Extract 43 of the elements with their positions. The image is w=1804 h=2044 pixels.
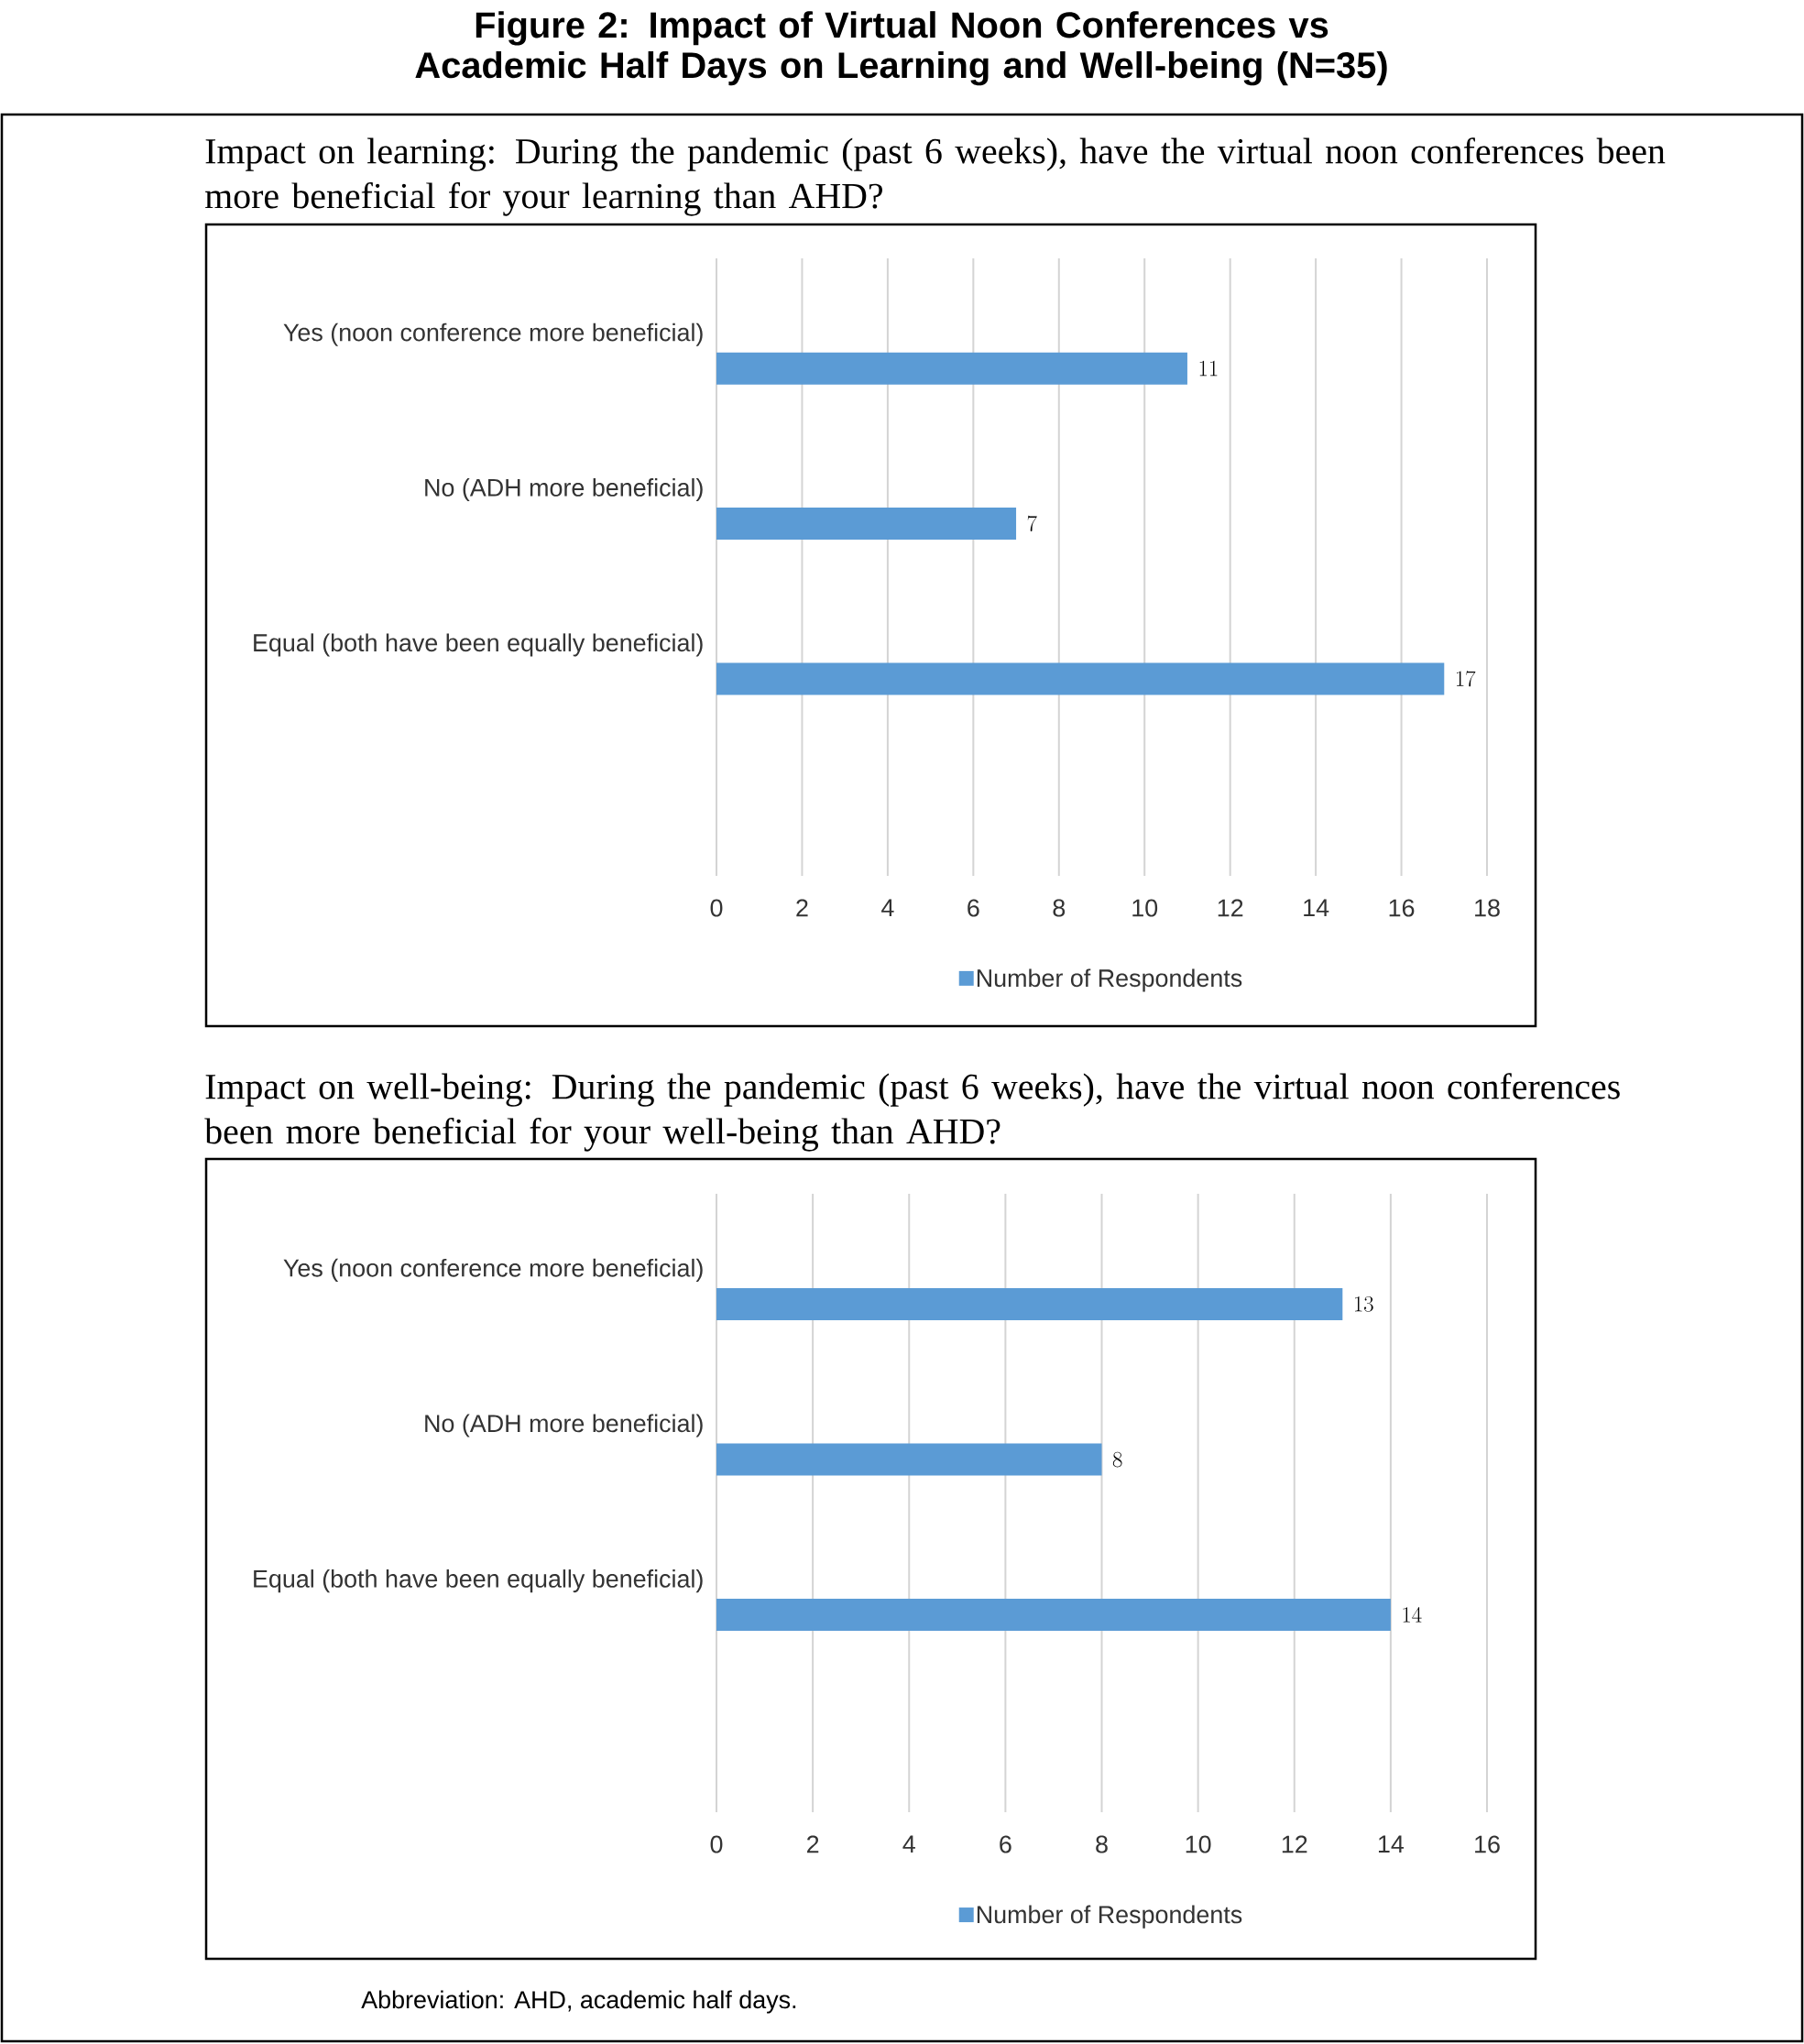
legend-label: Number of Respondents bbox=[977, 968, 1242, 992]
data-label: 8 bbox=[1112, 1451, 1122, 1468]
x-tick-label: 4 bbox=[902, 1835, 915, 1853]
x-tick-label: 8 bbox=[1053, 899, 1066, 917]
x-tick-label: 4 bbox=[881, 899, 894, 917]
x-tick-label: 6 bbox=[968, 899, 979, 917]
y-tick-label: No (ADH more beneficial) bbox=[425, 478, 703, 502]
x-tick-label: 16 bbox=[1389, 899, 1415, 917]
data-label: 14 bbox=[1403, 1607, 1422, 1623]
bar bbox=[716, 1287, 1343, 1320]
x-tick-label: 10 bbox=[1132, 899, 1158, 917]
x-tick-label: 10 bbox=[1186, 1835, 1211, 1853]
data-label: 11 bbox=[1199, 360, 1218, 377]
x-tick-label: 0 bbox=[710, 899, 723, 917]
bar bbox=[716, 508, 1017, 541]
bar bbox=[716, 1443, 1102, 1476]
chart-title: Figure 2: Impact of Virtual Noon Conferences vs Academic Half Days on Learning and Well-being (N=35) bbox=[415, 11, 1387, 86]
text: Abbreviation: AHD, academic half days. bbox=[361, 1990, 796, 2014]
x-tick-label: 2 bbox=[796, 899, 808, 917]
x-tick-label: 12 bbox=[1218, 899, 1243, 917]
x-tick-label: 14 bbox=[1304, 899, 1329, 917]
x-tick-label: 2 bbox=[807, 1835, 819, 1853]
data-label: 17 bbox=[1456, 671, 1476, 687]
x-tick-label: 6 bbox=[1000, 1835, 1011, 1853]
bar bbox=[716, 662, 1445, 695]
legend-label: Number of Respondents bbox=[977, 1905, 1242, 1929]
chart-subtitle: Impact on learning: During the pandemic (past 6 weeks), have the virtual noon conferences been more beneficial for your learning than AHD? bbox=[205, 137, 1666, 216]
bar bbox=[716, 1599, 1391, 1632]
y-tick-label: Yes (noon conference more beneficial) bbox=[283, 1258, 703, 1282]
x-tick-label: 12 bbox=[1282, 1835, 1307, 1853]
bar bbox=[716, 352, 1187, 385]
x-tick-label: 8 bbox=[1096, 1835, 1108, 1853]
y-tick-label: No (ADH more beneficial) bbox=[425, 1414, 703, 1437]
x-tick-label: 14 bbox=[1378, 1835, 1405, 1853]
data-label: 7 bbox=[1027, 515, 1037, 531]
y-tick-label: Equal (both have been equally beneficial) bbox=[254, 1569, 703, 1593]
chart-subtitle: Impact on well-being: During the pandemic (past 6 weeks), have the virtual noon conferences been more beneficial for your well-being than AHD? bbox=[204, 1073, 1620, 1152]
x-tick-label: 18 bbox=[1475, 899, 1500, 917]
data-label: 13 bbox=[1355, 1296, 1373, 1312]
x-tick-label: 0 bbox=[710, 1835, 723, 1853]
x-tick-label: 16 bbox=[1475, 1835, 1500, 1853]
y-tick-label: Yes (noon conference more beneficial) bbox=[283, 322, 703, 346]
y-tick-label: Equal (both have been equally beneficial) bbox=[254, 633, 703, 657]
